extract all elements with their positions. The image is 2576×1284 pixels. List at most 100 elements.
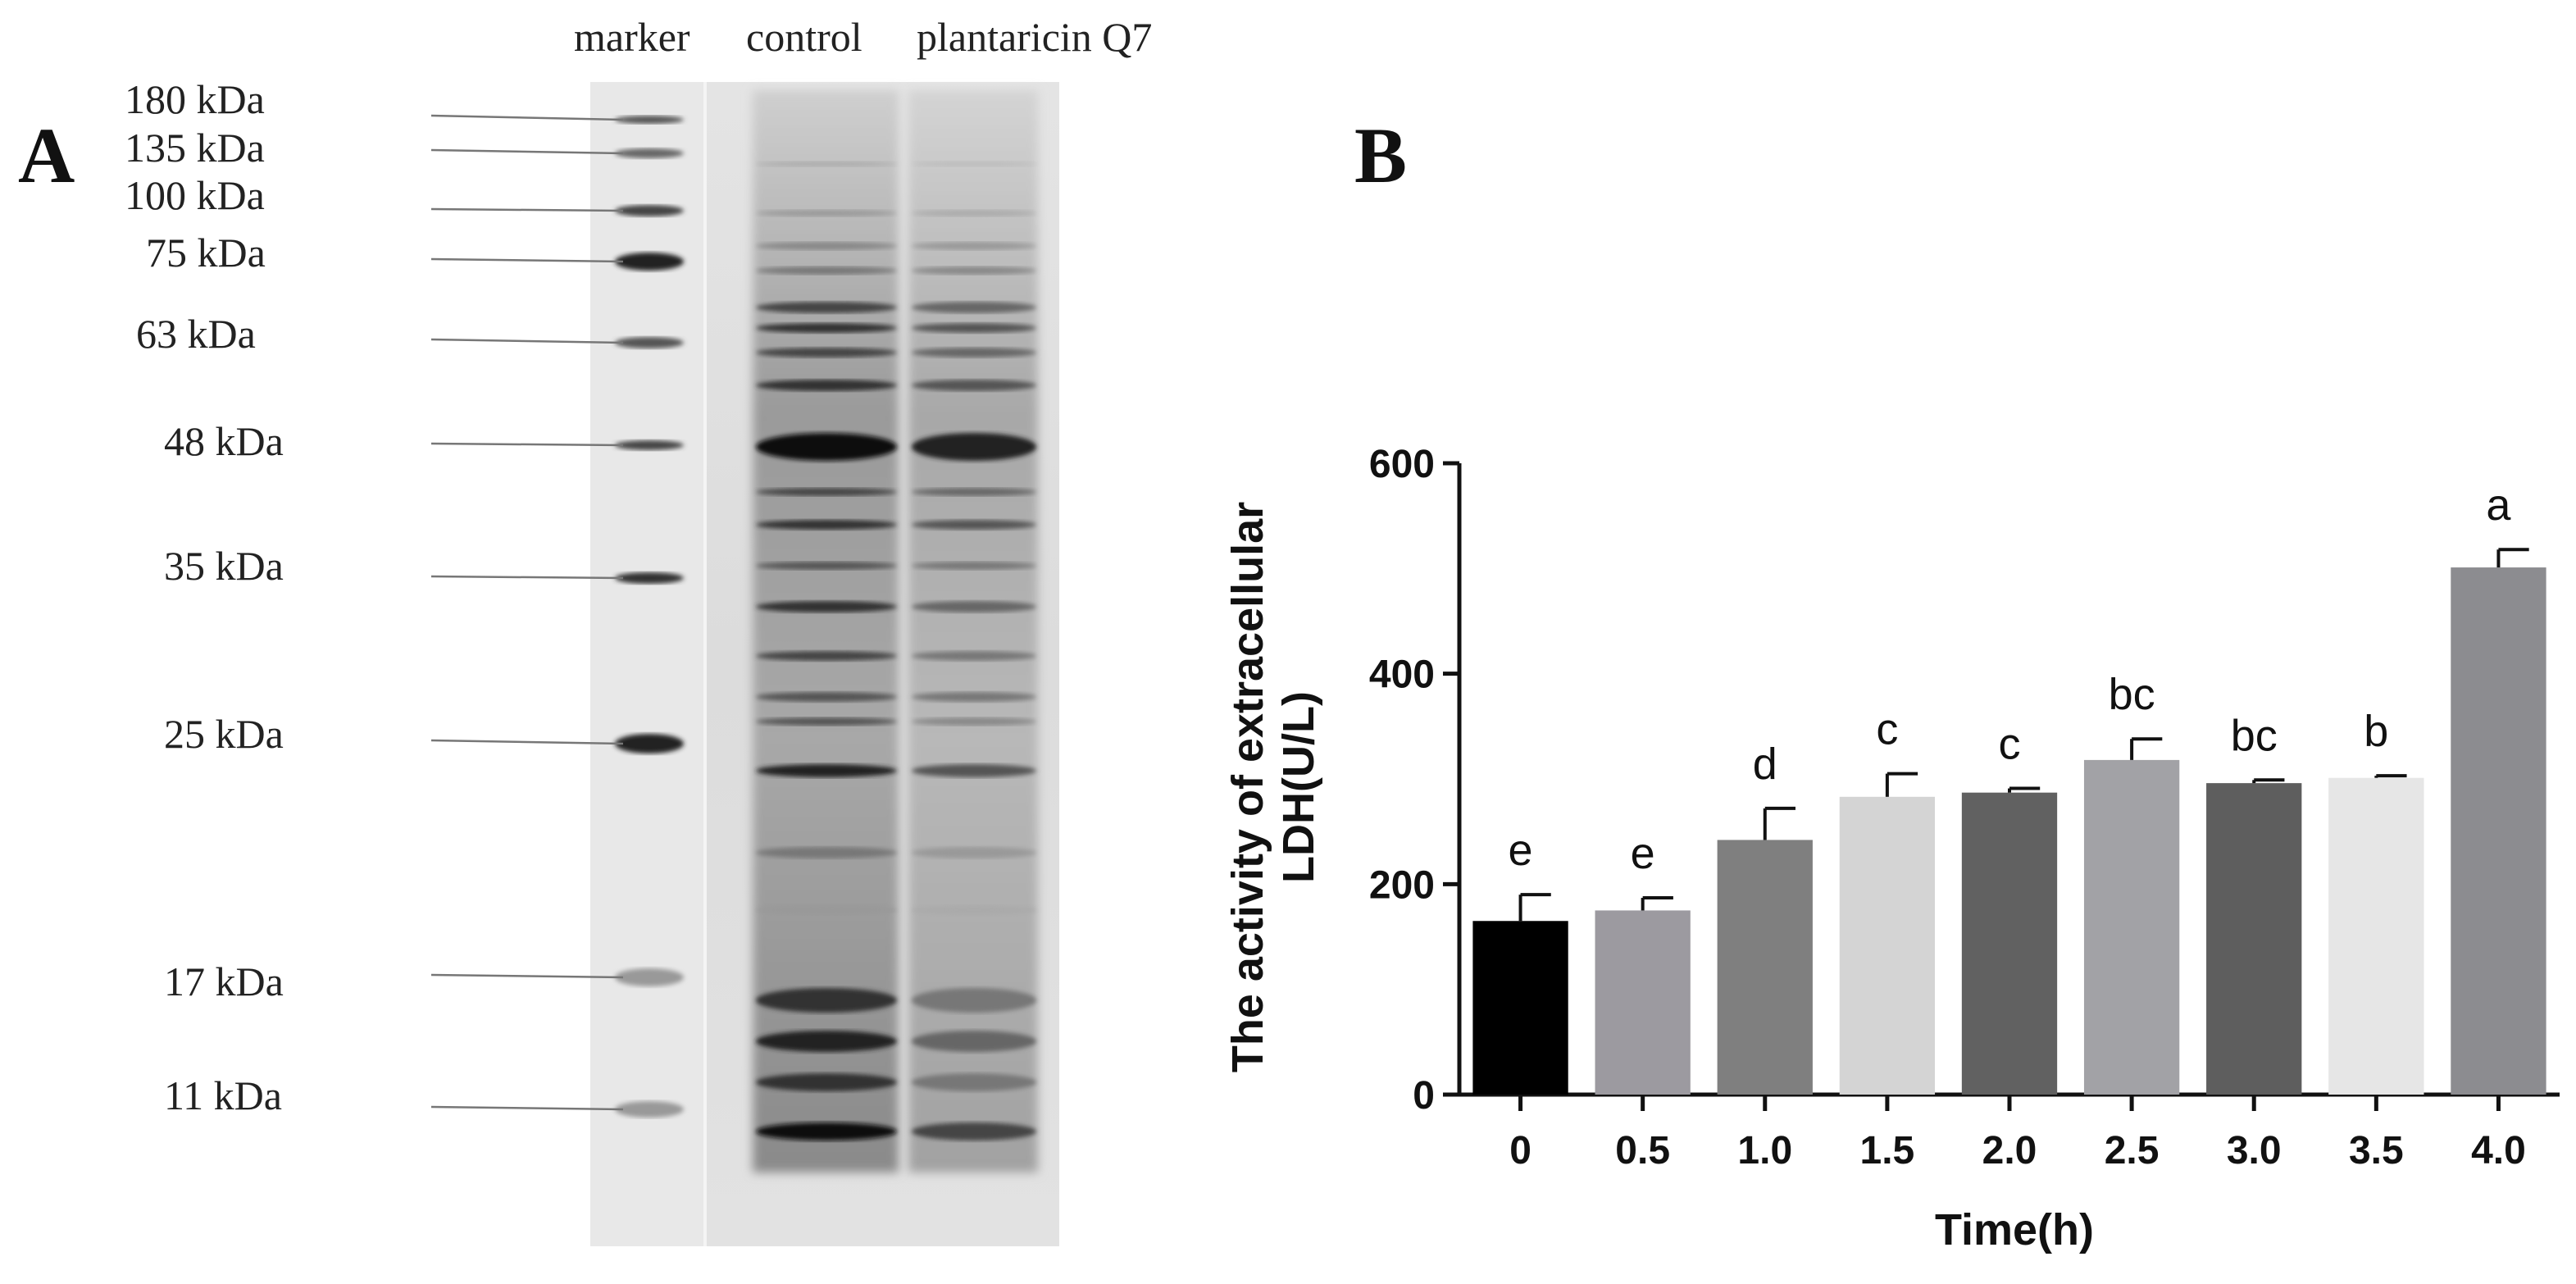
lane-label-marker: marker — [574, 14, 690, 60]
protein-band — [756, 520, 897, 530]
mw-marker-48: 48 kDa — [164, 418, 624, 464]
protein-band — [912, 162, 1036, 166]
x-axis-title: Time(h) — [1935, 1205, 2094, 1254]
bar — [1961, 792, 2058, 1095]
mw-label: 135 kDa — [125, 125, 265, 171]
gel-splice-line — [703, 82, 707, 1246]
protein-band — [756, 1122, 897, 1141]
x-tick-label: 2.5 — [2105, 1129, 2160, 1172]
x-axis-ticks: 0 0.5 1.0 1.5 2.0 2.5 3.0 3.5 4.0 — [1509, 1095, 2526, 1172]
marker-band — [615, 440, 684, 450]
y-axis-title-line2: LDH(U/L) — [1274, 691, 1323, 883]
bar — [2451, 567, 2546, 1095]
marker-band — [615, 148, 684, 158]
x-tick-label: 1.0 — [1737, 1129, 1792, 1172]
protein-band — [912, 433, 1036, 461]
marker-band — [615, 337, 684, 348]
protein-band — [756, 905, 897, 915]
protein-band — [912, 988, 1036, 1013]
protein-band — [912, 323, 1036, 333]
protein-band — [912, 905, 1036, 915]
protein-band — [912, 242, 1036, 250]
bar-group: d — [1717, 740, 1813, 1095]
protein-band — [912, 764, 1036, 777]
panel-a-letter: A — [18, 112, 75, 199]
protein-band — [912, 1073, 1036, 1091]
protein-band — [912, 348, 1036, 357]
x-tick-label: 3.0 — [2227, 1129, 2282, 1172]
bar-group: c — [1839, 705, 1936, 1095]
x-tick-label: 3.5 — [2349, 1129, 2404, 1172]
marker-band — [615, 116, 684, 124]
mw-marker-100: 100 kDa — [125, 172, 624, 218]
y-tick-label: 200 — [1369, 863, 1435, 907]
molecular-weight-markers: 180 kDa 135 kDa 100 kDa 75 kDa 63 kDa 48… — [125, 76, 624, 1118]
y-tick-label: 0 — [1413, 1074, 1435, 1118]
protein-band — [756, 433, 897, 461]
lane-label-control: control — [746, 14, 862, 60]
protein-band — [912, 1122, 1036, 1141]
marker-band — [615, 572, 684, 584]
protein-band — [756, 266, 897, 275]
protein-band — [756, 242, 897, 250]
panel-b-letter: B — [1354, 112, 1407, 199]
x-tick-label: 1.5 — [1860, 1129, 1915, 1172]
mw-label: 17 kDa — [164, 958, 284, 1004]
bar-group: e — [1472, 826, 1568, 1095]
bar — [2206, 783, 2302, 1095]
mw-pointer-line — [430, 575, 624, 580]
mw-pointer-line — [430, 338, 624, 344]
protein-band — [756, 162, 897, 166]
mw-marker-75: 75 kDa — [146, 230, 624, 275]
protein-band — [756, 651, 897, 661]
bar-group: e — [1595, 829, 1691, 1095]
protein-band — [912, 210, 1036, 216]
bar-group: bc — [2206, 711, 2302, 1095]
x-tick-label: 0.5 — [1615, 1129, 1670, 1172]
mw-pointer-line — [430, 257, 624, 263]
x-tick-label: 0 — [1509, 1129, 1531, 1172]
treated-lane-bands — [912, 162, 1036, 1141]
bar — [1839, 796, 1936, 1095]
protein-band — [756, 210, 897, 216]
bar-group: bc — [2083, 670, 2180, 1095]
mw-marker-35: 35 kDa — [164, 543, 624, 589]
significance-letter: c — [1876, 705, 1898, 754]
mw-label: 48 kDa — [164, 418, 284, 464]
protein-band — [756, 380, 897, 391]
protein-band — [912, 520, 1036, 530]
gel-panel: A marker control plantaricin Q7 180 kDa … — [18, 14, 1152, 1246]
mw-label: 100 kDa — [125, 172, 265, 218]
mw-pointer-line — [430, 114, 624, 121]
protein-band — [756, 302, 897, 313]
protein-band — [756, 562, 897, 570]
significance-letter: b — [2364, 707, 2388, 756]
protein-band — [756, 847, 897, 858]
mw-pointer-line — [430, 973, 624, 979]
y-tick-label: 400 — [1369, 653, 1435, 697]
mw-pointer-line — [430, 148, 624, 155]
protein-band — [912, 717, 1036, 726]
protein-band — [912, 302, 1036, 313]
x-tick-label: 4.0 — [2471, 1129, 2526, 1172]
protein-band — [912, 847, 1036, 858]
protein-band — [912, 1031, 1036, 1052]
significance-letter: bc — [2231, 711, 2278, 760]
significance-letter: d — [1753, 740, 1777, 789]
marker-band — [615, 968, 684, 986]
protein-band — [912, 692, 1036, 702]
marker-band — [615, 1101, 684, 1118]
bar — [2328, 777, 2424, 1095]
bar — [2083, 759, 2180, 1095]
protein-band — [756, 488, 897, 496]
marker-bands — [615, 116, 684, 1118]
lane-label-treated: plantaricin Q7 — [917, 14, 1152, 60]
protein-band — [756, 323, 897, 333]
significance-letter: a — [2486, 480, 2511, 530]
gel-image — [590, 82, 1059, 1246]
bar-group: c — [1961, 720, 2058, 1095]
mw-label: 35 kDa — [164, 543, 284, 589]
protein-band — [756, 988, 897, 1013]
protein-band — [756, 692, 897, 702]
